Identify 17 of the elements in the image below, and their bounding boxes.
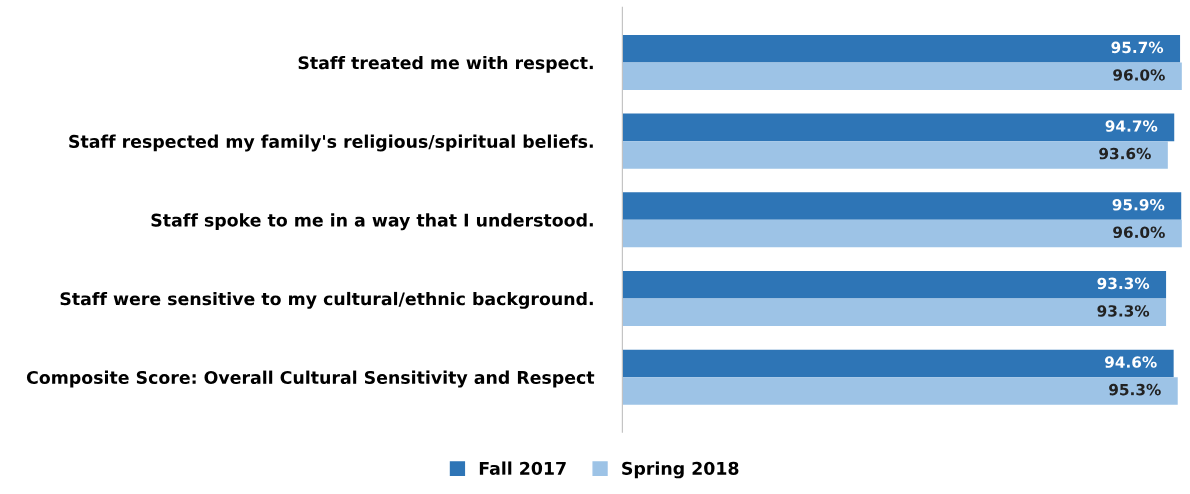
data-label: 93.6% xyxy=(1099,147,1151,160)
data-label: 93.3% xyxy=(1097,305,1150,317)
legend-label: Fall 2017 xyxy=(479,461,566,475)
data-label: 95.7% xyxy=(1111,41,1164,54)
legend-label: Spring 2018 xyxy=(622,461,739,479)
y-tick-label: Staff were sensitive to my cultural/ethnic background. xyxy=(60,291,593,309)
data-label: 93.3% xyxy=(1097,277,1150,290)
data-label: 96.0% xyxy=(1113,226,1165,239)
data-label: 94.6% xyxy=(1105,356,1157,368)
data-label: 94.7% xyxy=(1105,120,1158,132)
data-label: 95.9% xyxy=(1112,198,1165,211)
y-tick-label: Staff spoke to me in a way that I understood. xyxy=(151,213,593,231)
y-tick-label: Staff respected my family's religious/spiritual beliefs. xyxy=(69,134,593,152)
y-tick-label: Staff treated me with respect. xyxy=(298,55,593,73)
y-tick-label: Composite Score: Overall Cultural Sensitivity and Respect xyxy=(26,370,595,388)
data-label: 96.0% xyxy=(1113,69,1165,81)
data-label: 95.3% xyxy=(1109,383,1161,396)
